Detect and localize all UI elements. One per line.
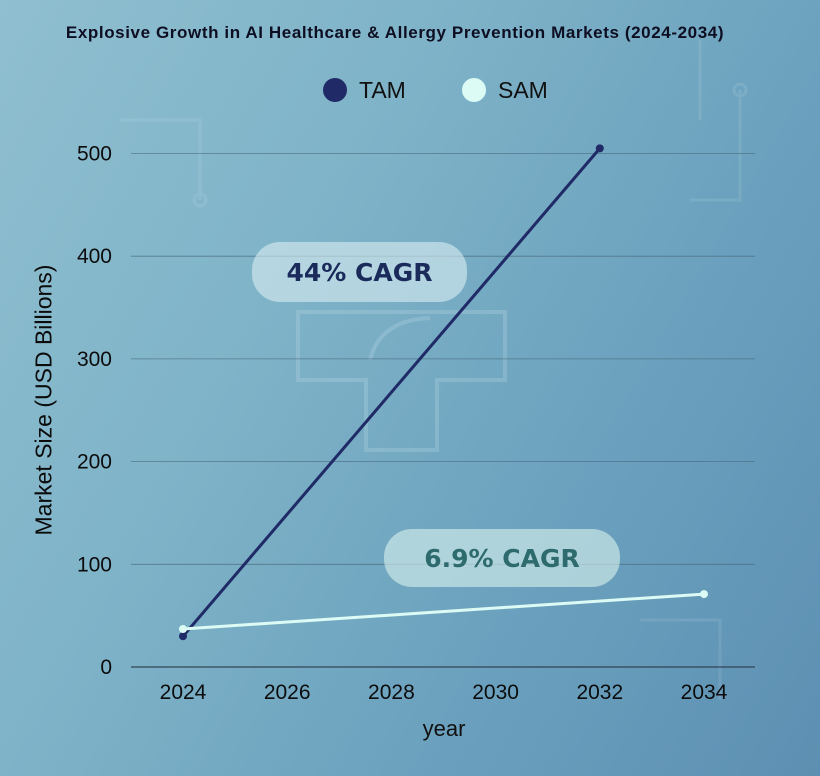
y-tick-label: 400: [77, 245, 112, 268]
annotation-sam-cagr: 6.9% CAGR: [384, 529, 620, 587]
x-tick-label: 2026: [264, 681, 311, 704]
series-line-sam: [182, 592, 705, 631]
chart-title: Explosive Growth in AI Healthcare & Alle…: [65, 23, 725, 42]
grid-lines: [131, 153, 755, 668]
y-tick-label: 500: [77, 143, 112, 166]
x-tick-labels: 2024 2026 2028 2030 2032 2034: [160, 681, 728, 704]
data-point-sam: [179, 625, 187, 634]
legend-label-tam: TAM: [359, 76, 406, 103]
annotation-tam-cagr: 44% CAGR: [252, 242, 467, 302]
legend-marker-tam: [323, 78, 347, 102]
x-tick-label: 2024: [160, 681, 207, 704]
legend-label-sam: SAM: [498, 76, 548, 103]
series-lines: [179, 144, 708, 641]
y-tick-label: 100: [77, 553, 112, 576]
x-tick-label: 2034: [681, 681, 728, 704]
x-tick-label: 2028: [368, 681, 415, 704]
background-circuit-traces: [120, 40, 748, 700]
y-tick-label: 200: [77, 451, 112, 474]
x-tick-label: 2030: [472, 681, 519, 704]
legend-marker-sam: [462, 78, 486, 102]
y-tick-label: 0: [100, 656, 112, 679]
x-axis-label: year: [422, 716, 466, 741]
legend-item-sam: SAM: [462, 76, 548, 104]
background-cross-motif: [296, 310, 507, 452]
data-point-tam: [179, 632, 187, 641]
y-tick-label: 300: [77, 348, 112, 371]
legend-item-tam: TAM: [323, 76, 406, 104]
data-point-tam: [595, 144, 604, 153]
data-point-sam: [700, 590, 708, 599]
y-tick-labels: 0 100 200 300 400 500: [77, 143, 112, 680]
y-axis-label: Market Size (USD Billions): [30, 264, 57, 536]
series-line-tam: [181, 147, 601, 638]
x-tick-label: 2032: [576, 681, 623, 704]
